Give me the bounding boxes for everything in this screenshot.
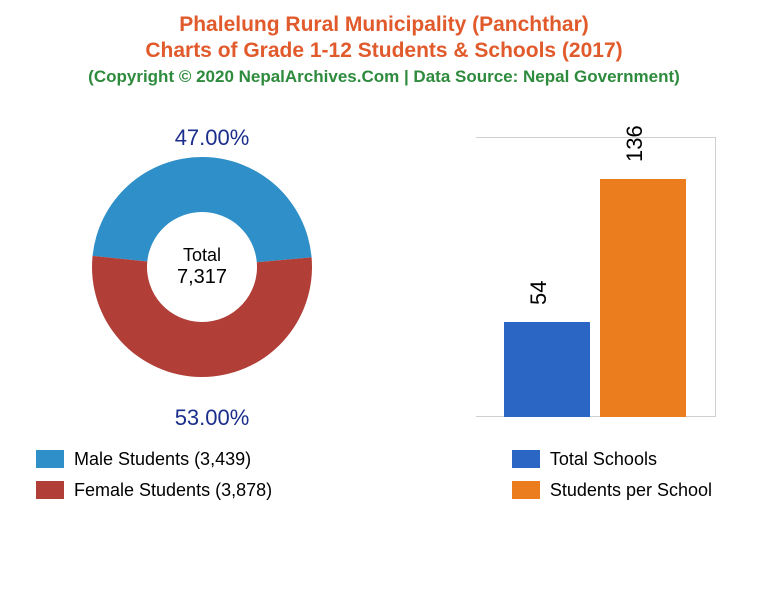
bar-total-schools: 54 — [504, 322, 590, 417]
bar-chart: 54136 — [466, 117, 726, 437]
title-line-2: Charts of Grade 1-12 Students & Schools … — [0, 38, 768, 64]
bar-legend: Total Schools Students per School — [512, 449, 712, 501]
donut-chart: 47.00% Total 7,317 53.00% — [42, 117, 382, 437]
title-line-1: Phalelung Rural Municipality (Panchthar) — [0, 12, 768, 38]
legend-item-male: Male Students (3,439) — [36, 449, 272, 470]
legend-label: Female Students (3,878) — [74, 480, 272, 501]
legend-label: Male Students (3,439) — [74, 449, 251, 470]
legend-swatch — [512, 450, 540, 468]
donut-pct-female: 53.00% — [42, 405, 382, 431]
bar-label-students-per-school: 136 — [622, 125, 648, 162]
bar-label-total-schools: 54 — [526, 281, 552, 305]
legend-item-total-schools: Total Schools — [512, 449, 712, 470]
legends-row: Male Students (3,439) Female Students (3,… — [0, 437, 768, 501]
legend-swatch — [512, 481, 540, 499]
charts-row: 47.00% Total 7,317 53.00% 54136 — [0, 117, 768, 437]
donut-svg — [92, 157, 312, 377]
source-line: (Copyright © 2020 NepalArchives.Com | Da… — [0, 67, 768, 87]
legend-item-students-per-school: Students per School — [512, 480, 712, 501]
donut-pct-male: 47.00% — [42, 125, 382, 151]
bar-students-per-school: 136 — [600, 179, 686, 417]
legend-swatch — [36, 450, 64, 468]
bar-plot: 54136 — [476, 137, 716, 417]
legend-label: Students per School — [550, 480, 712, 501]
chart-header: Phalelung Rural Municipality (Panchthar)… — [0, 0, 768, 87]
legend-label: Total Schools — [550, 449, 657, 470]
legend-item-female: Female Students (3,878) — [36, 480, 272, 501]
donut-legend: Male Students (3,439) Female Students (3,… — [36, 449, 272, 501]
legend-swatch — [36, 481, 64, 499]
